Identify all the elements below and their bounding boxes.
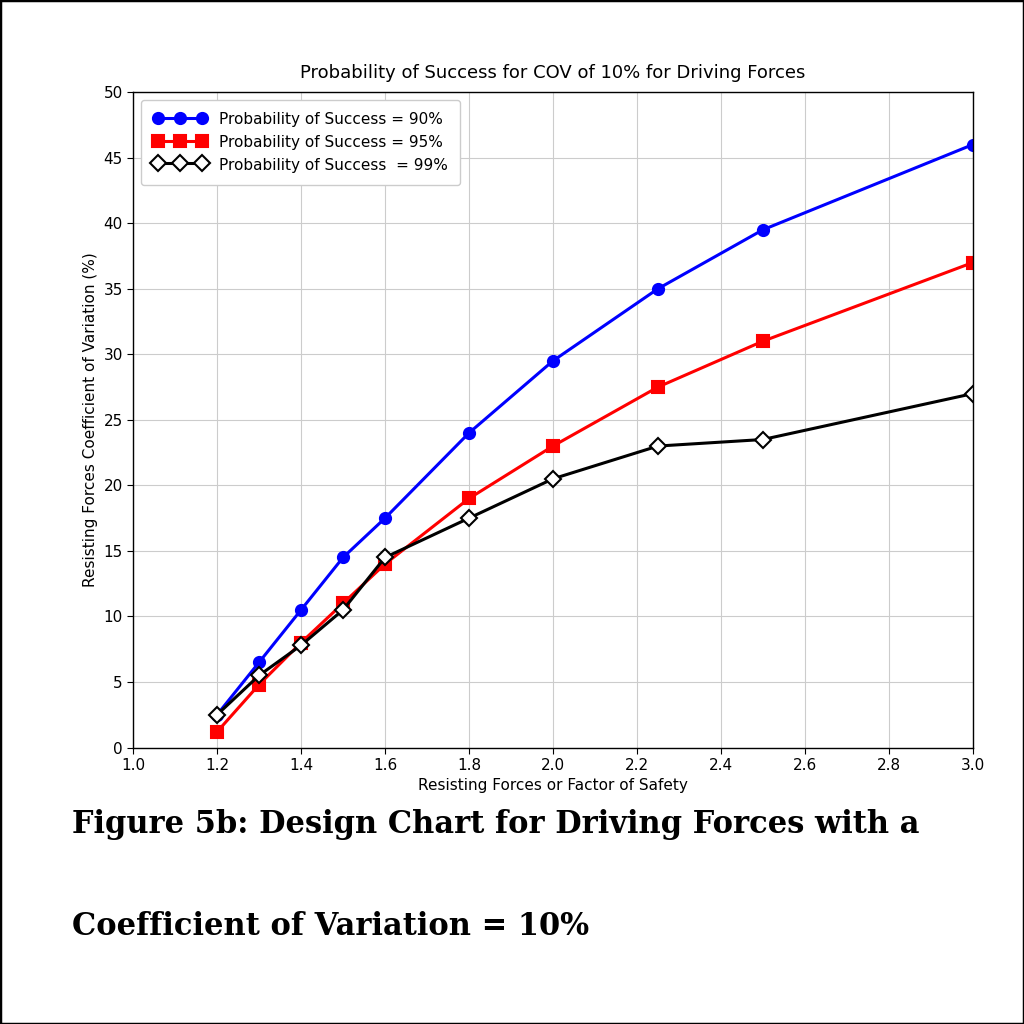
Probability of Success = 90% xyxy=(337,551,349,563)
Probability of Success = 95% xyxy=(211,726,223,738)
Text: Coefficient of Variation = 10%: Coefficient of Variation = 10% xyxy=(72,911,589,942)
Probability of Success  = 99% xyxy=(253,670,265,682)
Title: Probability of Success for COV of 10% for Driving Forces: Probability of Success for COV of 10% fo… xyxy=(300,65,806,82)
Line: Probability of Success = 95%: Probability of Success = 95% xyxy=(212,257,978,737)
Probability of Success  = 99% xyxy=(295,639,307,651)
Probability of Success = 90% xyxy=(253,656,265,669)
Probability of Success = 95% xyxy=(337,597,349,609)
Probability of Success  = 99% xyxy=(379,551,391,563)
Legend: Probability of Success = 90%, Probability of Success = 95%, Probability of Succe: Probability of Success = 90%, Probabilit… xyxy=(140,99,460,184)
X-axis label: Resisting Forces or Factor of Safety: Resisting Forces or Factor of Safety xyxy=(418,778,688,794)
Probability of Success = 90% xyxy=(379,512,391,524)
Probability of Success = 95% xyxy=(967,256,979,268)
Probability of Success = 90% xyxy=(547,354,559,367)
Probability of Success  = 99% xyxy=(757,433,769,445)
Probability of Success  = 99% xyxy=(547,473,559,485)
Line: Probability of Success = 90%: Probability of Success = 90% xyxy=(212,139,978,720)
Text: Figure 5b: Design Chart for Driving Forces with a: Figure 5b: Design Chart for Driving Forc… xyxy=(72,809,920,840)
Probability of Success  = 99% xyxy=(652,440,665,453)
Probability of Success  = 99% xyxy=(337,604,349,616)
Y-axis label: Resisting Forces Coefficient of Variation (%): Resisting Forces Coefficient of Variatio… xyxy=(83,253,97,587)
Probability of Success = 95% xyxy=(547,440,559,453)
Probability of Success = 95% xyxy=(379,558,391,570)
Probability of Success = 95% xyxy=(757,335,769,347)
Probability of Success = 90% xyxy=(211,709,223,721)
Line: Probability of Success  = 99%: Probability of Success = 99% xyxy=(212,388,978,720)
Probability of Success = 90% xyxy=(967,138,979,151)
Probability of Success  = 99% xyxy=(211,709,223,721)
Probability of Success  = 99% xyxy=(463,512,475,524)
Probability of Success = 90% xyxy=(295,604,307,616)
Probability of Success = 95% xyxy=(295,637,307,649)
Probability of Success = 95% xyxy=(463,493,475,505)
Probability of Success  = 99% xyxy=(967,387,979,399)
Probability of Success = 90% xyxy=(757,223,769,236)
Probability of Success = 95% xyxy=(253,679,265,691)
Probability of Success = 90% xyxy=(463,427,475,439)
Probability of Success = 90% xyxy=(652,283,665,295)
Probability of Success = 95% xyxy=(652,381,665,393)
